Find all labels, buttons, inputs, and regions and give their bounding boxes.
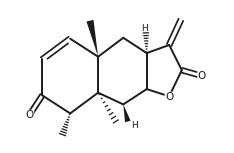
Text: H: H <box>132 121 138 131</box>
Text: H: H <box>141 24 148 33</box>
Text: O: O <box>198 71 206 81</box>
Text: O: O <box>165 92 173 102</box>
Polygon shape <box>123 104 131 122</box>
Text: O: O <box>26 110 34 120</box>
Polygon shape <box>87 20 98 57</box>
